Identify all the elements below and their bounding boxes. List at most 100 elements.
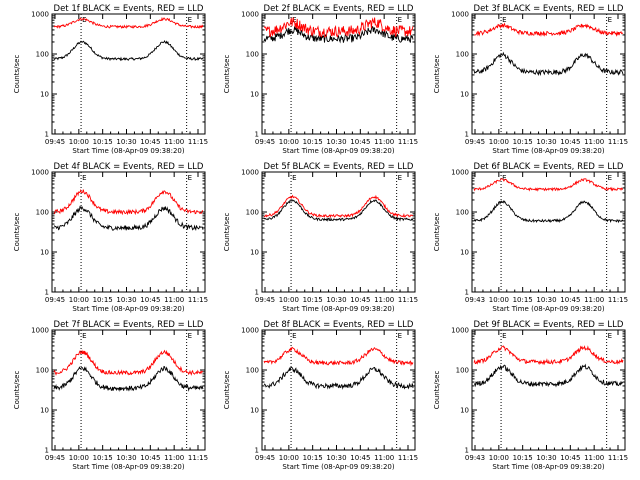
panel-title: Det 2f BLACK = Events, RED = LLD — [264, 4, 414, 14]
x-tick-label: 11:00 — [374, 138, 394, 146]
x-axis-label: Start Time (08-Apr-09 09:38:20) — [72, 463, 184, 471]
y-tick-label: 1 — [465, 289, 469, 297]
x-tick-label: 10:30 — [536, 138, 556, 146]
panel-title: Det 5f BLACK = Events, RED = LLD — [264, 162, 414, 172]
y-tick-label: 1 — [255, 289, 259, 297]
event-marker-label: E — [502, 16, 506, 24]
series-lld-line — [263, 17, 414, 38]
series-events-line — [263, 26, 414, 44]
x-tick-label: 11:00 — [584, 454, 604, 462]
x-tick-label: 10:30 — [326, 296, 346, 304]
series-events-line — [263, 366, 414, 390]
event-marker-label: E — [608, 16, 612, 24]
event-marker-label: E — [292, 174, 296, 182]
panel-2: Det 2f BLACK = Events, RED = LLD 1 10 100 10… — [223, 4, 418, 155]
x-tick-label: 11:00 — [164, 296, 184, 304]
x-tick-label: 10:15 — [303, 296, 323, 304]
y-tick-label: 10 — [40, 249, 49, 257]
series-events-line — [473, 200, 624, 224]
panel-title: Det 8f BLACK = Events, RED = LLD — [264, 320, 414, 330]
x-axis-label: Start Time (08-Apr-09 09:38:20) — [72, 305, 184, 313]
x-tick-label: 11:15 — [608, 296, 628, 304]
y-tick-label: 100 — [456, 367, 469, 375]
y-tick-label: 10 — [460, 407, 469, 415]
y-axis-label: Counts/sec — [433, 371, 441, 410]
y-axis-label: Counts/sec — [433, 213, 441, 252]
x-tick-label: 10:00 — [489, 454, 509, 462]
x-axis-label: Start Time (08-Apr-09 09:38:20) — [282, 147, 394, 155]
x-tick-label: 09:43 — [465, 296, 485, 304]
x-tick-label: 10:30 — [326, 138, 346, 146]
x-tick-label: 10:00 — [489, 296, 509, 304]
y-tick-label: 100 — [456, 51, 469, 59]
y-tick-label: 1000 — [451, 169, 469, 177]
x-axis-label: Start Time (08-Apr-09 09:38:20) — [72, 147, 184, 155]
y-tick-label: 1000 — [451, 11, 469, 19]
x-axis-label: Start Time (08-Apr-09 09:38:20) — [492, 463, 604, 471]
x-tick-label: 11:00 — [374, 296, 394, 304]
y-tick-label: 10 — [460, 249, 469, 257]
y-tick-label: 1 — [45, 131, 49, 139]
x-tick-label: 09:45 — [465, 138, 485, 146]
x-tick-label: 10:00 — [489, 138, 509, 146]
panel-title: Det 7f BLACK = Events, RED = LLD — [54, 320, 204, 330]
event-marker-label: E — [398, 16, 402, 24]
y-tick-label: 1 — [255, 131, 259, 139]
y-axis-label: Counts/sec — [13, 213, 21, 252]
y-tick-label: 1000 — [31, 327, 49, 335]
y-tick-label: 1 — [465, 131, 469, 139]
series-lld-line — [263, 194, 414, 219]
x-tick-label: 11:00 — [584, 138, 604, 146]
y-tick-label: 100 — [456, 209, 469, 217]
y-tick-label: 1000 — [451, 327, 469, 335]
x-tick-label: 10:00 — [69, 296, 89, 304]
y-tick-label: 10 — [250, 249, 259, 257]
y-tick-label: 100 — [36, 367, 49, 375]
y-tick-label: 100 — [246, 209, 259, 217]
x-tick-label: 10:00 — [69, 454, 89, 462]
x-tick-label: 11:15 — [188, 454, 208, 462]
x-tick-label: 10:45 — [140, 296, 160, 304]
y-tick-label: 10 — [40, 407, 49, 415]
x-tick-label: 10:45 — [560, 138, 580, 146]
x-tick-label: 09:45 — [255, 454, 275, 462]
y-tick-label: 1000 — [241, 169, 259, 177]
panel-9: Det 9f BLACK = Events, RED = LLD 1 10 100 10… — [433, 320, 628, 471]
plot-frame — [261, 329, 416, 451]
event-marker-label: E — [398, 174, 402, 182]
y-tick-label: 10 — [250, 407, 259, 415]
x-tick-label: 11:15 — [188, 138, 208, 146]
panel-7: Det 7f BLACK = Events, RED = LLD 1 10 100 10… — [13, 320, 208, 471]
y-tick-label: 1 — [465, 447, 469, 455]
x-tick-label: 10:30 — [326, 454, 346, 462]
plot-frame — [471, 171, 626, 293]
x-tick-label: 10:00 — [279, 138, 299, 146]
y-tick-label: 1000 — [31, 169, 49, 177]
series-lld-line — [53, 16, 204, 29]
x-tick-label: 11:00 — [374, 454, 394, 462]
x-tick-label: 11:15 — [398, 296, 418, 304]
event-marker-label: E — [292, 16, 296, 24]
series-lld-line — [473, 22, 624, 37]
x-tick-label: 10:45 — [350, 138, 370, 146]
series-events-line — [53, 205, 204, 231]
x-tick-label: 11:00 — [164, 454, 184, 462]
y-tick-label: 1 — [45, 447, 49, 455]
plot-frame — [51, 13, 206, 135]
x-axis-label: Start Time (08-Apr-09 09:38:20) — [282, 305, 394, 313]
x-tick-label: 09:45 — [45, 296, 65, 304]
x-tick-label: 10:00 — [69, 138, 89, 146]
y-tick-label: 1000 — [241, 327, 259, 335]
x-tick-label: 09:43 — [465, 454, 485, 462]
x-tick-label: 10:45 — [350, 296, 370, 304]
panel-1: Det 1f BLACK = Events, RED = LLD 1 10 100 10… — [13, 4, 208, 155]
y-axis-label: Counts/sec — [223, 213, 231, 252]
x-tick-label: 11:15 — [398, 138, 418, 146]
x-tick-label: 10:45 — [140, 138, 160, 146]
x-tick-label: 11:15 — [608, 454, 628, 462]
panel-6: Det 6f BLACK = Events, RED = LLD 1 10 100 10… — [433, 162, 628, 313]
series-events-line — [263, 199, 414, 222]
event-marker-label: E — [502, 332, 506, 340]
series-lld-line — [473, 178, 624, 192]
